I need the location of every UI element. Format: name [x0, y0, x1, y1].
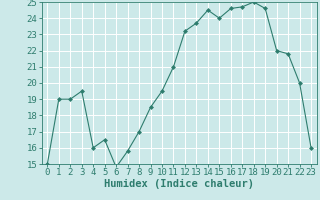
X-axis label: Humidex (Indice chaleur): Humidex (Indice chaleur): [104, 179, 254, 189]
